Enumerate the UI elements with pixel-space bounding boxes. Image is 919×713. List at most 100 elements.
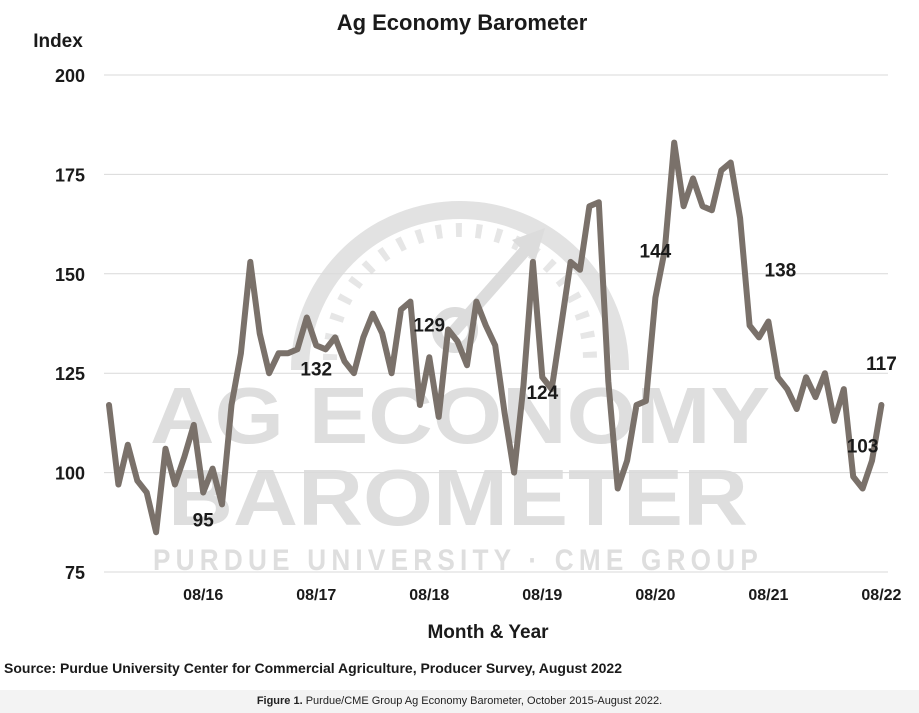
- data-point: [380, 331, 385, 336]
- data-point: [389, 371, 394, 376]
- data-point: [756, 335, 761, 340]
- data-point: [238, 351, 243, 356]
- data-point: [361, 335, 366, 340]
- data-point: [201, 490, 206, 495]
- y-tick-label: 175: [55, 165, 85, 185]
- x-axis-ticks: 08/16 08/17 08/18 08/19 08/20 08/21 08/22: [183, 587, 901, 604]
- data-point: [709, 208, 714, 213]
- data-point: [785, 387, 790, 392]
- data-point: [681, 204, 686, 209]
- data-point: [587, 204, 592, 209]
- data-point: [295, 347, 300, 352]
- x-tick-label: 08/16: [183, 587, 223, 604]
- chart-area: AG ECONOMY BAROMETER PURDUE UNIVERSITY ·…: [4, 10, 902, 676]
- points-group: [107, 140, 884, 535]
- data-point: [643, 399, 648, 404]
- data-point: [625, 458, 630, 463]
- watermark-line1: AG ECONOMY: [150, 371, 770, 460]
- data-point: [530, 259, 535, 264]
- data-point: [417, 403, 422, 408]
- data-point: [549, 387, 554, 392]
- data-point: [870, 458, 875, 463]
- data-point: [304, 315, 309, 320]
- data-point: [323, 347, 328, 352]
- y-axis-ticks: 75 100 125 150 175 200: [55, 66, 85, 583]
- data-point: [559, 323, 564, 328]
- data-point: [719, 168, 724, 173]
- data-point: [502, 410, 507, 415]
- data-point: [220, 502, 225, 507]
- data-point: [436, 414, 441, 419]
- x-tick-label: 08/17: [296, 587, 336, 604]
- data-point: [210, 466, 215, 471]
- data-point: [493, 343, 498, 348]
- data-point: [342, 359, 347, 364]
- data-point: [879, 403, 884, 408]
- data-label: 95: [193, 510, 215, 531]
- source-note: Source: Purdue University Center for Com…: [4, 660, 622, 676]
- data-point: [728, 160, 733, 165]
- data-point: [822, 371, 827, 376]
- data-label: 144: [640, 242, 672, 263]
- data-point: [116, 482, 121, 487]
- data-point: [540, 375, 545, 380]
- data-point: [107, 403, 111, 408]
- x-axis-label: Month & Year: [427, 622, 549, 643]
- data-point: [446, 327, 451, 332]
- data-point: [860, 486, 865, 491]
- data-point: [738, 216, 743, 221]
- data-label: 132: [300, 359, 332, 380]
- data-point: [285, 351, 290, 356]
- y-axis-label: Index: [33, 31, 83, 52]
- y-tick-label: 125: [55, 364, 85, 384]
- data-label: 124: [526, 383, 558, 404]
- data-point: [172, 482, 177, 487]
- data-point: [813, 395, 818, 400]
- x-tick-label: 08/20: [635, 587, 675, 604]
- data-point: [747, 323, 752, 328]
- y-tick-label: 75: [65, 563, 85, 583]
- data-point: [521, 383, 526, 388]
- data-point: [841, 387, 846, 392]
- data-label: 129: [413, 315, 445, 336]
- data-point: [596, 200, 601, 205]
- data-point: [606, 379, 611, 384]
- data-point: [832, 418, 837, 423]
- data-point: [615, 486, 620, 491]
- data-point: [804, 375, 809, 380]
- chart-title: Ag Economy Barometer: [337, 10, 588, 35]
- data-point: [775, 375, 780, 380]
- data-point: [578, 267, 582, 272]
- data-point: [191, 422, 196, 427]
- x-tick-label: 08/21: [748, 587, 788, 604]
- data-point: [399, 307, 404, 312]
- data-point: [483, 323, 488, 328]
- data-point: [851, 474, 856, 479]
- data-labels-group: 95 132 129 124 144 138 103 117: [193, 242, 897, 532]
- data-point: [276, 351, 281, 356]
- x-tick-label: 08/22: [861, 587, 901, 604]
- watermark: AG ECONOMY BAROMETER PURDUE UNIVERSITY ·…: [150, 201, 770, 577]
- x-tick-label: 08/19: [522, 587, 562, 604]
- data-point: [474, 299, 479, 304]
- data-point: [427, 355, 432, 360]
- data-point: [766, 319, 771, 324]
- x-tick-label: 08/18: [409, 587, 449, 604]
- data-point: [512, 470, 517, 475]
- data-point: [182, 454, 187, 459]
- data-point: [135, 478, 140, 483]
- data-point: [163, 446, 168, 451]
- y-tick-label: 100: [55, 464, 85, 484]
- data-point: [314, 343, 319, 348]
- data-label: 103: [847, 437, 879, 458]
- data-point: [568, 259, 573, 264]
- y-tick-label: 150: [55, 265, 85, 285]
- data-point: [672, 140, 677, 145]
- data-point: [700, 204, 705, 209]
- data-point: [691, 176, 696, 181]
- data-label: 138: [765, 261, 797, 282]
- data-point: [229, 403, 234, 408]
- data-point: [257, 331, 262, 336]
- data-point: [634, 403, 639, 408]
- data-point: [144, 490, 149, 495]
